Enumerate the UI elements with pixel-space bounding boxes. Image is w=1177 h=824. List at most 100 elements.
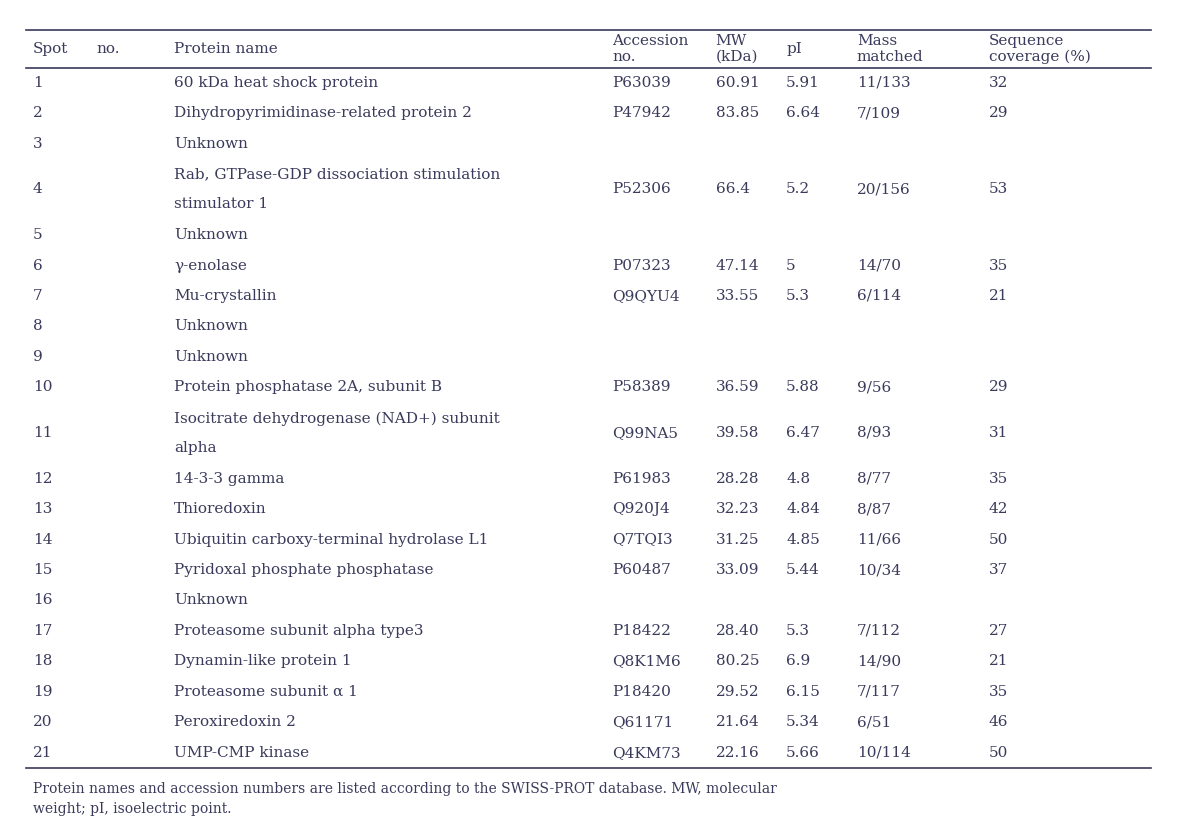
Text: Thioredoxin: Thioredoxin: [174, 502, 267, 516]
Text: Ubiquitin carboxy-terminal hydrolase L1: Ubiquitin carboxy-terminal hydrolase L1: [174, 532, 488, 546]
Text: 22.16: 22.16: [716, 746, 759, 760]
Text: 18: 18: [33, 654, 52, 668]
Text: 14: 14: [33, 532, 53, 546]
Text: 15: 15: [33, 563, 52, 577]
Text: Q4KM73: Q4KM73: [612, 746, 680, 760]
Text: 2: 2: [33, 106, 42, 120]
Text: 13: 13: [33, 502, 52, 516]
Text: 7: 7: [33, 289, 42, 303]
Text: Rab, GTPase-GDP dissociation stimulation: Rab, GTPase-GDP dissociation stimulation: [174, 168, 500, 182]
Text: Q99NA5: Q99NA5: [612, 426, 678, 440]
Text: 6.64: 6.64: [786, 106, 820, 120]
Text: Unknown: Unknown: [174, 350, 248, 364]
Text: Unknown: Unknown: [174, 593, 248, 607]
Text: 36.59: 36.59: [716, 381, 759, 395]
Text: 6.47: 6.47: [786, 426, 820, 440]
Text: 8/93: 8/93: [857, 426, 891, 440]
Text: alpha: alpha: [174, 441, 217, 455]
Text: Protein phosphatase 2A, subunit B: Protein phosphatase 2A, subunit B: [174, 381, 443, 395]
Text: 19: 19: [33, 685, 53, 699]
Text: Q7TQI3: Q7TQI3: [612, 532, 673, 546]
Text: P61983: P61983: [612, 471, 671, 485]
Text: Accession
no.: Accession no.: [612, 34, 689, 64]
Text: 4.8: 4.8: [786, 471, 810, 485]
Text: pI: pI: [786, 42, 802, 56]
Text: Proteasome subunit α 1: Proteasome subunit α 1: [174, 685, 358, 699]
Text: 80.25: 80.25: [716, 654, 759, 668]
Text: 5.34: 5.34: [786, 715, 820, 729]
Text: MW
(kDa): MW (kDa): [716, 34, 758, 64]
Text: Unknown: Unknown: [174, 320, 248, 334]
Text: Dynamin-like protein 1: Dynamin-like protein 1: [174, 654, 352, 668]
Text: 50: 50: [989, 746, 1008, 760]
Text: 21: 21: [33, 746, 53, 760]
Text: Unknown: Unknown: [174, 137, 248, 151]
Text: 5.3: 5.3: [786, 289, 810, 303]
Text: 5: 5: [33, 228, 42, 242]
Text: no.: no.: [97, 42, 120, 56]
Text: 8/77: 8/77: [857, 471, 891, 485]
Text: 11/66: 11/66: [857, 532, 900, 546]
Text: P63039: P63039: [612, 76, 671, 90]
Text: 53: 53: [989, 182, 1008, 196]
Text: 4.85: 4.85: [786, 532, 820, 546]
Text: weight; pI, isoelectric point.: weight; pI, isoelectric point.: [33, 803, 232, 816]
Text: 8: 8: [33, 320, 42, 334]
Text: 5.66: 5.66: [786, 746, 820, 760]
Text: Proteasome subunit alpha type3: Proteasome subunit alpha type3: [174, 624, 424, 638]
Text: 39.58: 39.58: [716, 426, 759, 440]
Text: 33.55: 33.55: [716, 289, 759, 303]
Text: 8/87: 8/87: [857, 502, 891, 516]
Text: 28.28: 28.28: [716, 471, 759, 485]
Text: Protein name: Protein name: [174, 42, 278, 56]
Text: 32.23: 32.23: [716, 502, 759, 516]
Text: P52306: P52306: [612, 182, 671, 196]
Text: P60487: P60487: [612, 563, 671, 577]
Text: 6.9: 6.9: [786, 654, 811, 668]
Text: Unknown: Unknown: [174, 228, 248, 242]
Text: Q61171: Q61171: [612, 715, 673, 729]
Text: 12: 12: [33, 471, 53, 485]
Text: γ-enolase: γ-enolase: [174, 259, 247, 273]
Text: 5.44: 5.44: [786, 563, 820, 577]
Text: 6/51: 6/51: [857, 715, 891, 729]
Text: 5: 5: [786, 259, 796, 273]
Text: Sequence
coverage (%): Sequence coverage (%): [989, 34, 1091, 64]
Text: 35: 35: [989, 685, 1008, 699]
Text: 6.15: 6.15: [786, 685, 820, 699]
Text: P47942: P47942: [612, 106, 671, 120]
Text: 66.4: 66.4: [716, 182, 750, 196]
Text: 9/56: 9/56: [857, 381, 891, 395]
Text: 27: 27: [989, 624, 1008, 638]
Text: 35: 35: [989, 471, 1008, 485]
Text: 4.84: 4.84: [786, 502, 820, 516]
Text: 29.52: 29.52: [716, 685, 759, 699]
Text: 16: 16: [33, 593, 53, 607]
Text: 14-3-3 gamma: 14-3-3 gamma: [174, 471, 285, 485]
Text: Q920J4: Q920J4: [612, 502, 670, 516]
Text: 42: 42: [989, 502, 1009, 516]
Text: 33.09: 33.09: [716, 563, 759, 577]
Text: 46: 46: [989, 715, 1009, 729]
Text: 5.88: 5.88: [786, 381, 820, 395]
Text: 11: 11: [33, 426, 53, 440]
Text: 6/114: 6/114: [857, 289, 900, 303]
Text: 5.3: 5.3: [786, 624, 810, 638]
Text: 37: 37: [989, 563, 1008, 577]
Text: Mu-crystallin: Mu-crystallin: [174, 289, 277, 303]
Text: 11/133: 11/133: [857, 76, 911, 90]
Text: UMP-CMP kinase: UMP-CMP kinase: [174, 746, 310, 760]
Text: 20/156: 20/156: [857, 182, 911, 196]
Text: Dihydropyrimidinase-related protein 2: Dihydropyrimidinase-related protein 2: [174, 106, 472, 120]
Text: 35: 35: [989, 259, 1008, 273]
Text: 83.85: 83.85: [716, 106, 759, 120]
Text: 31.25: 31.25: [716, 532, 759, 546]
Text: 32: 32: [989, 76, 1008, 90]
Text: 5.2: 5.2: [786, 182, 810, 196]
Text: 14/90: 14/90: [857, 654, 900, 668]
Text: 29: 29: [989, 381, 1009, 395]
Text: Q9QYU4: Q9QYU4: [612, 289, 679, 303]
Text: 60 kDa heat shock protein: 60 kDa heat shock protein: [174, 76, 378, 90]
Text: P58389: P58389: [612, 381, 671, 395]
Text: 14/70: 14/70: [857, 259, 900, 273]
